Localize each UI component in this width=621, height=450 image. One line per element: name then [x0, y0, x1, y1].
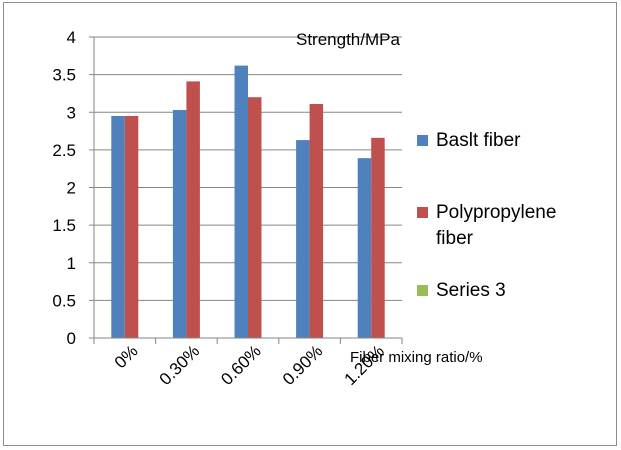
x-tick-label: 0.60% — [217, 341, 265, 389]
y-tick-label: 3 — [67, 103, 76, 122]
y-tick-label: 1 — [67, 254, 76, 273]
bar — [296, 140, 310, 338]
legend-label-line: fiber — [436, 228, 474, 249]
legend-swatch — [417, 207, 428, 218]
y-tick-label: 4 — [67, 28, 76, 47]
y-axis-label: Strength/MPa — [296, 30, 400, 49]
bar — [186, 81, 200, 339]
legend: Baslt fiber Polypropylene fiber Series 3 — [417, 130, 556, 301]
y-tick-label: 3.5 — [52, 66, 76, 85]
y-tick-label: 0 — [67, 329, 76, 348]
bar — [172, 109, 187, 339]
bar — [248, 97, 262, 338]
gridlines — [94, 36, 402, 301]
legend-label: Baslt fiber — [436, 130, 521, 151]
x-axis-label: Fiber mixing ratio/% — [350, 349, 483, 366]
legend-label: Series 3 — [436, 280, 506, 301]
bar — [371, 137, 385, 338]
y-tick-label: 2 — [67, 179, 76, 198]
y-tick-label: 2.5 — [52, 141, 76, 160]
y-tick-labels: 0 0.5 1 1.5 2 2.5 3 3.5 4 — [52, 28, 94, 348]
legend-label: Polypropylene fiber — [436, 202, 556, 249]
bars — [111, 65, 385, 339]
bar — [357, 158, 372, 338]
x-tick-label: 0.30% — [156, 341, 204, 389]
y-tick-label: 0.5 — [52, 291, 76, 310]
bar — [309, 103, 324, 338]
chart-frame — [3, 2, 617, 446]
legend-label-line: Polypropylene — [436, 202, 556, 223]
y-tick-label: 1.5 — [52, 216, 76, 235]
legend-swatch — [417, 135, 428, 146]
x-tick-labels: 0% 0.30% 0.60% 0.90% 1.20% — [111, 341, 388, 389]
bar — [111, 116, 125, 338]
bar — [234, 65, 248, 338]
bar — [124, 116, 139, 338]
x-tick-label: 0.90% — [279, 341, 327, 389]
x-tick-label: 0% — [111, 341, 142, 372]
legend-swatch — [417, 285, 428, 296]
